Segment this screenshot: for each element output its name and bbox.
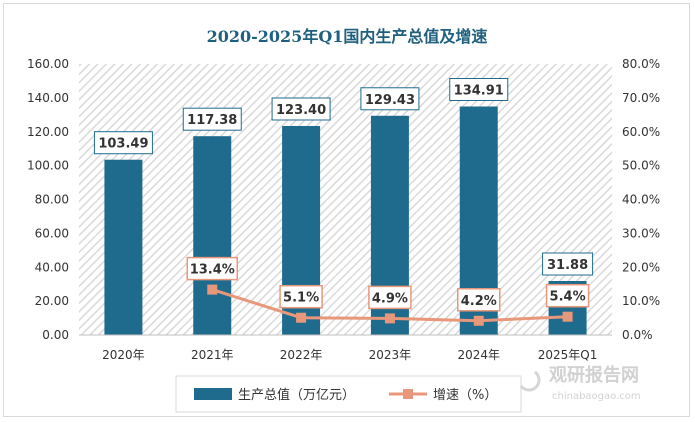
bar-data-label: 134.91 [454,83,504,98]
legend-swatch-bar [194,388,232,400]
bar-data-label-box [182,107,242,131]
line-data-label: 5.1% [283,291,319,306]
y-left-tick-label: 40.00 [35,260,69,274]
y-right-tick-label: 70.0% [622,91,660,105]
line-data-label: 4.2% [461,294,497,309]
line-data-label-box [279,284,323,309]
bar-data-label-box [542,252,594,276]
axis-layer: 0.00 20.00 40.00 60.00 80.00 100.00 120.00 140.… [27,57,660,362]
x-tick-label: 2024年 [457,348,500,362]
bar-data-label-box [360,87,420,111]
y-left-tick-label: 0.00 [42,328,69,342]
line-data-label: 4.9% [372,291,408,306]
y-right-tick-label: 20.0% [622,260,660,274]
y-left-tick-label: 140.00 [27,91,69,105]
line-data-label-box [545,283,590,308]
watermark-text: 观研报告网 [549,364,639,386]
y-right-tick-label: 10.0% [622,294,660,308]
bar [193,136,232,335]
line-data-label-box [186,256,238,281]
watermark-logo-icon [519,366,541,394]
x-tick-label: 2025年Q1 [538,348,598,362]
chart-title: 2020-2025年Q1国内生产总值及增速 [207,27,488,46]
bar-data-label: 31.88 [547,258,588,273]
x-tick-label: 2021年 [191,348,234,362]
labels-layer: 103.49 117.38 123.40 129.43 134.91 31.88 13.4%… [93,77,594,312]
legend-swatch-marker [403,389,413,399]
bar-data-label: 103.49 [98,137,148,152]
x-tick-label: 2023年 [369,348,412,362]
watermark: 观研报告网 chinabaogao.com [519,364,641,402]
y-left-tick-label: 60.00 [35,226,69,240]
legend-label-bar: 生产总值（万亿元） [238,387,355,403]
chart-svg: 2020-2025年Q1国内生产总值及增速 0.00 20.00 40.00 60.0… [27,27,660,413]
chart-frame: 2020-2025年Q1国内生产总值及增速 0.00 20.00 40.00 60.0… [3,3,690,417]
watermark-url: chinabaogao.com [552,391,641,402]
line-data-label-box [457,288,501,312]
bar-data-label-box [449,77,509,101]
line-point [207,284,218,295]
y-right-tick-label: 60.0% [622,125,660,139]
x-tick-label: 2022年 [280,348,323,362]
line-data-label-box [368,285,412,310]
bar-data-label: 123.40 [276,103,326,118]
y-right-tick-label: 0.0% [622,328,653,342]
line-point [384,313,395,324]
y-left-tick-label: 160.00 [27,57,69,71]
legend-label-line: 增速（%） [433,388,497,403]
line-data-label: 13.4% [190,263,235,278]
bar-data-label-box [93,131,153,155]
x-tick-label: 2020年 [102,348,145,362]
line-point [473,315,484,326]
y-left-tick-label: 120.00 [27,125,69,139]
line-point [562,311,573,322]
legend: 生产总值（万亿元） 增速（%） [175,375,522,413]
y-right-tick-label: 50.0% [622,159,660,173]
bar-data-label-box [271,97,331,121]
line-layer [207,284,573,326]
bar-data-label: 129.43 [365,93,415,108]
y-left-tick-label: 80.00 [35,193,69,207]
bar-data-label: 117.38 [187,113,237,128]
line-data-label: 5.4% [550,290,586,305]
y-right-tick-label: 40.0% [622,193,660,207]
y-right-tick-label: 80.0% [622,57,660,71]
plot-area-background [79,64,612,335]
bar [104,159,143,335]
legend-box [175,375,522,413]
y-left-tick-label: 100.00 [27,159,69,173]
line-point [296,312,307,323]
y-left-tick-label: 20.00 [35,294,69,308]
y-right-tick-label: 30.0% [622,226,660,240]
